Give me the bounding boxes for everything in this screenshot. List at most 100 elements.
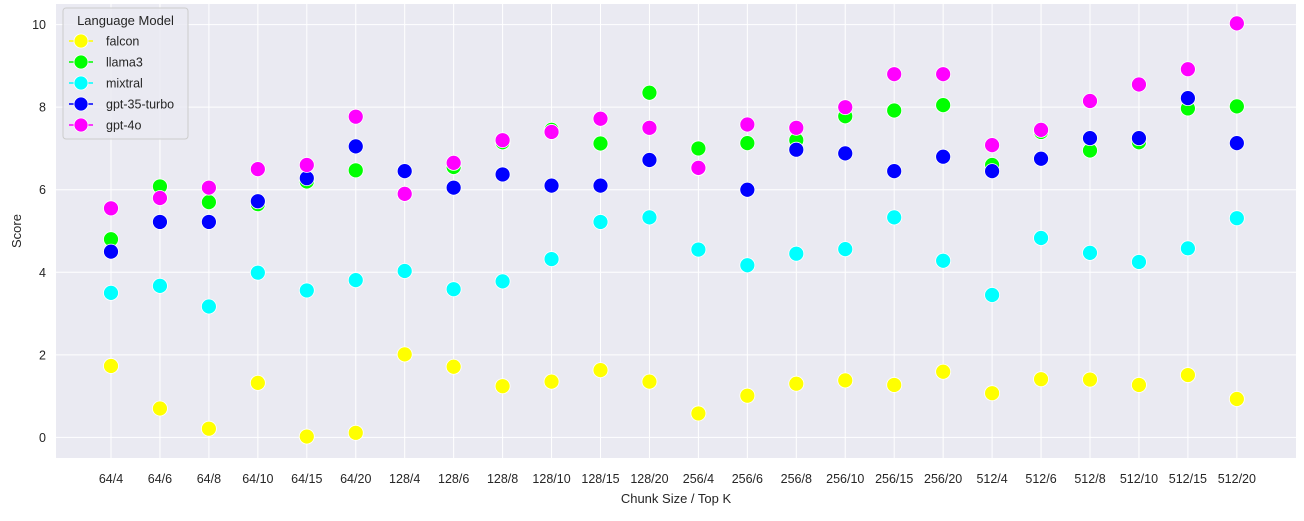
- point-mixtral: [298, 282, 315, 299]
- point-falcon: [494, 378, 511, 395]
- point-gpt-4o: [152, 190, 168, 206]
- point-gpt-4o: [445, 154, 462, 171]
- point-mixtral: [886, 209, 903, 226]
- x-tick-label: 256/10: [826, 472, 864, 486]
- point-mixtral: [445, 281, 462, 298]
- point-mixtral: [641, 209, 658, 226]
- legend-marker: [73, 33, 89, 49]
- legend-item-llama3: llama3: [69, 54, 143, 70]
- point-llama3: [641, 84, 658, 101]
- legend-marker: [73, 96, 89, 112]
- point-gpt-4o: [298, 157, 315, 173]
- point-gpt-35-turbo: [935, 148, 952, 165]
- point-mixtral: [347, 272, 364, 289]
- point-gpt-35-turbo: [1180, 90, 1196, 107]
- point-gpt-35-turbo: [984, 163, 1000, 180]
- point-gpt-4o: [1082, 93, 1098, 109]
- point-gpt-35-turbo: [1033, 150, 1049, 167]
- y-tick-label: 0: [39, 431, 46, 445]
- point-mixtral: [396, 263, 413, 279]
- legend-label: mixtral: [106, 77, 143, 91]
- point-mixtral: [1033, 230, 1049, 246]
- y-tick-label: 8: [39, 101, 46, 115]
- x-tick-label: 64/20: [340, 472, 371, 486]
- point-llama3: [935, 97, 952, 114]
- point-gpt-4o: [641, 119, 658, 136]
- x-tick-label: 64/15: [291, 472, 322, 486]
- point-gpt-4o: [249, 161, 266, 177]
- point-mixtral: [1082, 244, 1098, 261]
- point-falcon: [1082, 371, 1098, 388]
- point-gpt-4o: [592, 110, 609, 127]
- point-falcon: [984, 385, 1000, 402]
- point-falcon: [103, 358, 119, 374]
- point-falcon: [837, 372, 854, 389]
- x-tick-label: 512/6: [1025, 472, 1056, 486]
- x-tick-label: 64/6: [148, 472, 172, 486]
- y-tick-label: 2: [39, 348, 46, 362]
- x-tick-label: 128/10: [532, 472, 570, 486]
- point-mixtral: [837, 241, 854, 258]
- x-tick-label: 128/15: [581, 472, 619, 486]
- point-mixtral: [494, 273, 511, 290]
- point-gpt-4o: [494, 132, 511, 149]
- x-tick-label: 128/6: [438, 472, 469, 486]
- legend-label: llama3: [106, 56, 143, 70]
- x-axis-label: Chunk Size / Top K: [621, 491, 732, 506]
- legend-item-falcon: falcon: [69, 33, 139, 49]
- point-gpt-35-turbo: [152, 214, 168, 230]
- legend-item-gpt-4o: gpt-4o: [69, 117, 141, 133]
- x-tick-label: 256/4: [683, 472, 714, 486]
- point-gpt-35-turbo: [788, 141, 805, 158]
- point-falcon: [200, 420, 217, 437]
- point-gpt-35-turbo: [1131, 130, 1147, 147]
- point-falcon: [935, 363, 952, 380]
- point-gpt-35-turbo: [494, 166, 511, 183]
- point-gpt-4o: [1131, 76, 1147, 93]
- x-tick-label: 256/8: [781, 472, 812, 486]
- point-falcon: [641, 373, 658, 390]
- point-falcon: [543, 373, 560, 390]
- plot-area: [56, 4, 1296, 458]
- point-mixtral: [739, 257, 756, 274]
- point-gpt-4o: [690, 159, 707, 176]
- point-llama3: [592, 135, 609, 152]
- y-axis-label: Score: [9, 214, 24, 248]
- legend-marker: [73, 75, 89, 91]
- point-gpt-4o: [886, 66, 903, 83]
- point-falcon: [249, 374, 266, 391]
- point-llama3: [1228, 98, 1245, 115]
- point-gpt-35-turbo: [543, 177, 560, 194]
- point-gpt-4o: [788, 119, 805, 136]
- point-mixtral: [1180, 240, 1196, 257]
- legend-label: gpt-35-turbo: [106, 98, 174, 112]
- x-tick-label: 64/4: [99, 472, 123, 486]
- y-tick-label: 10: [32, 18, 46, 32]
- x-tick-label: 512/15: [1169, 472, 1207, 486]
- point-mixtral: [935, 252, 952, 269]
- point-mixtral: [543, 251, 560, 267]
- data-points: [103, 15, 1245, 445]
- point-llama3: [347, 162, 364, 179]
- point-mixtral: [690, 241, 707, 258]
- point-mixtral: [788, 245, 805, 262]
- y-tick-label: 6: [39, 183, 46, 197]
- y-tick-labels: 0 2 4 6 8 10: [32, 18, 46, 445]
- legend-item-mixtral: mixtral: [69, 75, 143, 91]
- point-mixtral: [984, 287, 1000, 303]
- point-gpt-35-turbo: [200, 214, 217, 230]
- point-falcon: [445, 358, 462, 375]
- point-mixtral: [592, 214, 609, 230]
- point-mixtral: [1131, 254, 1147, 270]
- point-gpt-4o: [200, 179, 217, 196]
- x-tick-label: 512/20: [1218, 472, 1256, 486]
- point-gpt-4o: [935, 66, 952, 83]
- x-tick-label: 512/8: [1074, 472, 1105, 486]
- point-gpt-35-turbo: [641, 152, 658, 168]
- point-gpt-4o: [984, 137, 1000, 154]
- point-gpt-4o: [103, 200, 119, 217]
- x-tick-label: 256/6: [732, 472, 763, 486]
- point-mixtral: [103, 285, 119, 301]
